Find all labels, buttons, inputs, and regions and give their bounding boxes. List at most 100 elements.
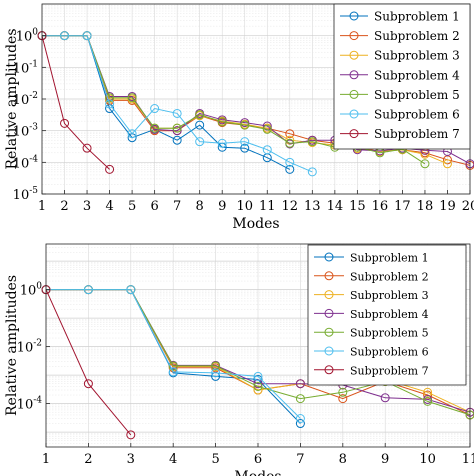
legend-marker [349,70,359,80]
data-point [172,108,182,118]
series-7 [37,31,115,174]
data-point [262,121,272,131]
x-tick-label: 5 [128,199,136,214]
legend-marker [324,346,334,356]
x-tick-label: 4 [105,199,113,214]
legend-label: Subproblem 3 [374,49,460,63]
x-tick-label: 7 [296,452,304,467]
legend-item: Subproblem 1 [340,10,460,24]
legend-label: Subproblem 2 [374,29,460,43]
legend-item: Subproblem 7 [314,364,429,377]
x-tick-label: 2 [84,452,92,467]
x-tick-label: 18 [417,199,434,214]
series-line [46,289,301,419]
legend-marker [324,365,334,375]
data-point [380,393,390,403]
x-tick-label: 2 [60,199,68,214]
series-line [45,289,132,436]
data-point [172,123,182,133]
legend-item: Subproblem 3 [314,289,429,302]
x-tick-label: 16 [372,199,389,214]
data-point [83,285,93,295]
legend-box [333,3,471,150]
series-line [42,35,448,165]
data-point [240,143,250,153]
x-tick-label: 15 [349,199,366,214]
legend-marker [324,271,334,281]
data-point [105,99,115,109]
x-tick-label: 3 [127,452,135,467]
x-tick-label: 8 [196,199,204,214]
x-tick-label: 6 [150,199,158,214]
legend-marker [349,129,359,139]
x-tick-label: 14 [327,199,344,214]
y-axis-label: Relative amplitudes [4,28,20,169]
legend-label: Subproblem 5 [350,327,429,340]
legend-item: Subproblem 2 [314,270,429,283]
data-point [253,371,263,381]
legend-item: Subproblem 5 [314,327,429,340]
data-point [168,361,178,371]
data-point [295,394,305,404]
legend-marker [324,327,334,337]
data-point [127,129,137,139]
legend-label: Subproblem 1 [350,252,429,265]
data-point [253,381,263,391]
legend-item: Subproblem 7 [340,127,460,141]
legend-item: Subproblem 3 [340,49,460,63]
data-point [262,124,272,134]
y-tick-label: 100 [16,28,39,45]
legend-marker [349,89,359,99]
data-point [150,123,160,133]
x-tick-label: 3 [83,199,91,214]
y-axis: 100 10-1 10-2 10-3 10-4 10-5 [13,28,46,203]
legend-label: Subproblem 6 [374,108,460,122]
y-axis: 100 10-2 10-4 [17,282,50,413]
x-tick-label: 8 [339,452,347,467]
x-tick-label: 17 [394,199,411,214]
x-tick-label: 19 [439,199,456,214]
data-point [150,104,160,114]
series-line [41,35,110,170]
series-6 [41,285,305,424]
legend-marker [349,109,359,119]
legend-label: Subproblem 2 [350,270,429,283]
chart-1: 123456789101112131415161718192010010-110… [4,3,474,232]
data-point [307,167,317,177]
x-axis: 1 2 3 4 5 6 7 8 9 10 11 [42,443,474,467]
data-point [211,361,221,371]
data-point [127,93,137,103]
data-point [285,164,295,174]
x-tick-label: 9 [381,452,389,467]
y-axis-label: Relative amplitudes [4,275,20,416]
data-point [195,137,205,147]
legend-item: Subproblem 5 [340,88,460,102]
legend-box [307,244,467,386]
legend-label: Subproblem 4 [374,68,460,82]
data-point [420,159,430,169]
x-tick-label: 7 [173,199,181,214]
data-point [60,118,70,128]
data-point [172,135,182,145]
data-point [126,430,136,440]
data-point [423,387,433,397]
data-point [295,419,305,429]
data-point [105,93,115,103]
legend-item: Subproblem 6 [340,108,460,122]
x-tick-label: 4 [169,452,177,467]
data-point [285,157,295,167]
data-point [262,145,272,155]
data-point [172,126,182,136]
data-point [307,137,317,147]
x-tick-label: 5 [211,452,219,467]
x-tick-label: 9 [218,199,226,214]
data-point [338,394,348,404]
data-point [285,138,295,148]
data-point [295,379,305,389]
x-tick-label: 1 [42,452,50,467]
y-tick-label: 100 [20,282,43,299]
x-tick-label: 11 [259,199,276,214]
legend-label: Subproblem 6 [350,346,429,359]
data-point [82,31,92,41]
